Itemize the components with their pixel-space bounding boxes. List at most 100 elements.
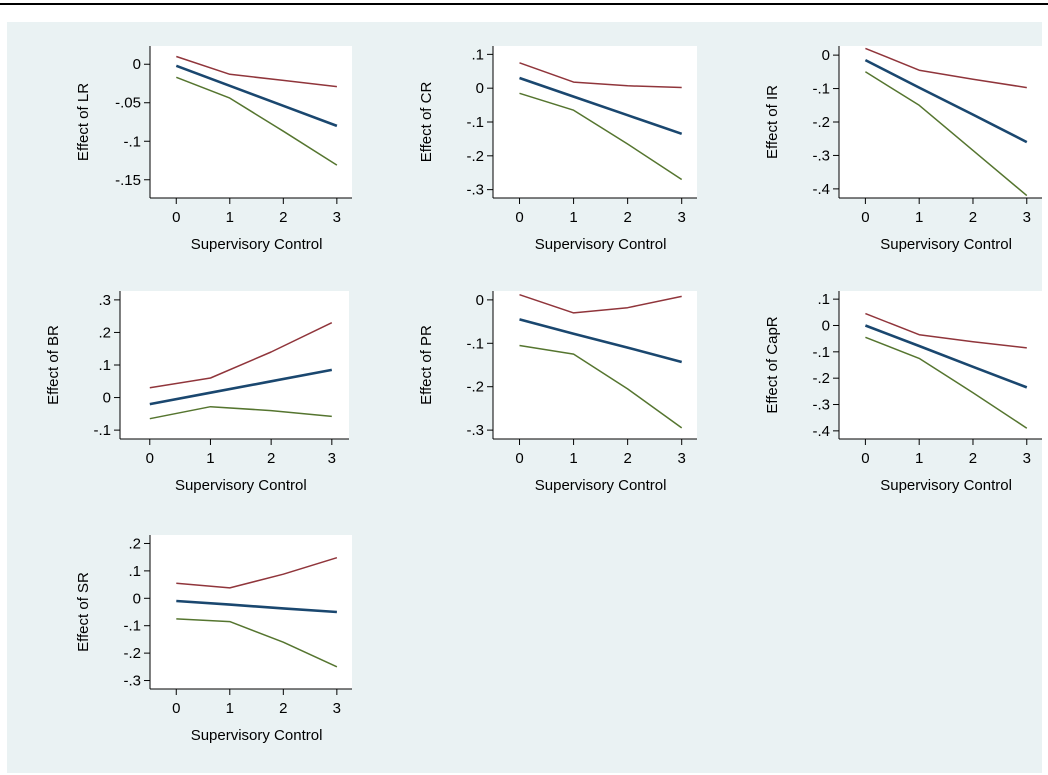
series-line-estimate [149,368,333,406]
chart-panel: 0 -.1 -.2 -.3 -.4 0 1 2 3 Supervisory Control Effe… [764,46,1042,253]
y-tick-label: -.05 [115,95,141,112]
series-line-lower [519,344,683,429]
y-tick-label: -.3 [812,397,830,414]
y-axis-title: Effect of PR [418,325,435,405]
plot-area [839,46,1042,198]
chart-panel: 0 -.05 -.1 -.15 0 1 2 3 Supervisory Control Effec… [75,46,352,253]
x-tick-label: 0 [861,450,869,467]
y-tick-label: -.3 [812,147,830,164]
x-tick-label: 1 [226,700,234,717]
series-line-estimate [176,599,337,614]
series-line-lower [149,405,332,420]
y-tick-label: -.1 [812,81,830,98]
x-tick-label: 2 [969,450,977,467]
x-tick-label: 3 [333,209,341,226]
x-tick-label: 3 [678,450,686,467]
series-line-estimate [864,58,1028,144]
x-tick-label: 1 [206,450,214,467]
x-tick-label: 1 [226,209,234,226]
chart-panel: 0 -.1 -.2 -.3 0 1 2 3 Supervisory Control Effect … [418,291,697,494]
y-tick-label: -.1 [812,344,830,361]
series-line-upper [176,55,337,88]
y-tick-label: -.1 [466,335,484,352]
y-tick-label: .1 [98,357,111,374]
plot-area [150,46,352,198]
series-line-lower [176,76,338,166]
y-tick-label: -.2 [812,114,830,131]
y-axis-title: Effect of SR [75,572,92,652]
y-tick-label: -.3 [123,673,141,690]
series-line-lower [176,618,338,668]
y-tick-label: -.3 [466,182,484,199]
plot-area [839,291,1042,439]
x-tick-label: 0 [515,450,523,467]
y-tick-label: 0 [133,56,141,73]
series-line-upper [149,322,333,389]
y-tick-label: .1 [817,291,830,308]
x-tick-label: 3 [678,209,686,226]
series-line-upper [519,293,682,314]
x-tick-label: 3 [333,700,341,717]
series-line-upper [865,47,1027,89]
y-tick-label: -.1 [466,114,484,131]
y-tick-label: .2 [128,535,141,552]
y-axis-title: Effect of CapR [764,316,781,413]
chart-panel: .1 0 -.1 -.2 -.3 0 1 2 3 Supervisory Control Effec… [418,46,697,253]
x-tick-label: 3 [1023,209,1031,226]
plot-area [120,291,349,439]
series-line-estimate [519,318,683,364]
y-tick-label: -.1 [93,422,111,439]
x-tick-label: 2 [623,450,631,467]
series-line-estimate [519,76,683,136]
series-line-lower [865,336,1028,429]
x-tick-label: 2 [279,209,287,226]
x-tick-label: 3 [1023,450,1031,467]
y-tick-label: .1 [128,563,141,580]
panel-grid: 0 -.05 -.1 -.15 0 1 2 3 Supervisory Control Effec… [45,46,1042,744]
x-tick-label: 1 [915,450,923,467]
series-line-upper [176,556,338,589]
x-tick-label: 0 [172,700,180,717]
y-tick-label: 0 [822,47,830,64]
y-tick-label: .3 [98,292,111,309]
series-line-upper [865,312,1027,349]
x-axis-title: Supervisory Control [880,477,1012,494]
x-tick-label: 1 [569,450,577,467]
y-axis-title: Effect of CR [418,82,435,163]
y-tick-label: -.15 [115,172,141,189]
y-tick-label: .1 [471,46,484,63]
x-axis-title: Supervisory Control [191,727,323,744]
y-tick-label: -.2 [123,645,141,662]
x-axis-title: Supervisory Control [535,236,667,253]
chart-panel: .3 .2 .1 0 -.1 0 1 2 3 Supervisory Control Effect … [45,291,349,494]
y-tick-label: -.4 [812,423,830,440]
y-axis-title: Effect of LR [75,83,92,161]
x-axis-title: Supervisory Control [175,477,307,494]
x-tick-label: 0 [146,450,154,467]
x-axis-title: Supervisory Control [191,236,323,253]
y-tick-label: 0 [103,390,111,407]
x-tick-label: 2 [279,700,287,717]
chart-panel: .1 0 -.1 -.2 -.3 -.4 0 1 2 3 Supervisory Control Ef… [764,291,1042,494]
x-tick-label: 0 [172,209,180,226]
series-line-lower [519,92,683,181]
x-axis-title: Supervisory Control [880,236,1012,253]
y-tick-label: -.3 [466,422,484,439]
y-tick-label: -.4 [812,181,830,198]
y-tick-label: -.2 [812,370,830,387]
series-line-estimate [175,64,338,128]
x-tick-label: 0 [861,209,869,226]
x-tick-label: 1 [915,209,923,226]
y-tick-label: 0 [822,317,830,334]
x-tick-label: 2 [623,209,631,226]
y-tick-label: 0 [476,292,484,309]
y-tick-label: 0 [476,80,484,97]
y-tick-label: -.1 [123,618,141,635]
plot-area [493,46,697,198]
series-line-lower [865,71,1028,197]
x-tick-label: 0 [515,209,523,226]
y-tick-label: .2 [98,324,111,341]
y-tick-label: -.1 [123,133,141,150]
y-tick-label: -.2 [466,148,484,165]
